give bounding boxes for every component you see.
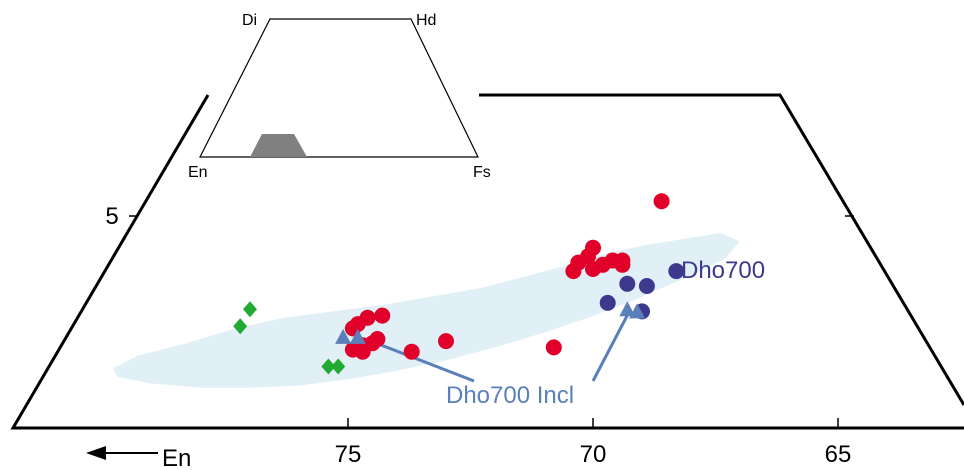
point-dho700-incl [349,328,366,344]
point-dho700 [668,263,685,280]
plot-frame [10,93,964,430]
point-dho700 [599,294,616,311]
incl-leader-right [591,313,630,382]
point-red-circle [545,339,562,356]
point-red-circle [374,307,391,324]
point-red-circle [653,193,670,210]
point-dho700-incl [335,328,352,344]
x-tick-label: 75 [335,441,362,468]
frame-left [10,94,964,430]
point-red-circle [614,256,631,273]
point-dho700-incl [619,301,636,317]
inset-label-fs: Fs [473,164,491,181]
inset-label-en: En [188,164,208,181]
point-red-circle [438,333,454,350]
point-green-diamond [321,358,336,375]
en-direction: En [86,445,191,470]
annotation-dho700-incl: Dho700 Incl [446,382,574,409]
composition-field [112,233,741,388]
incl-leader-left [367,338,475,383]
inset-highlight [250,134,307,157]
arrow-left-icon [86,446,106,460]
x-tick-label: 70 [580,441,607,468]
point-red-circle [354,343,371,360]
inset-outline [199,18,479,158]
y-tick-label: 5 [105,203,118,230]
inset-label-hd: Hd [416,12,436,29]
en-direction-label: En [162,445,191,470]
annotation-leaders [367,313,630,383]
point-green-diamond [233,318,248,335]
point-green-diamond [331,358,346,375]
point-dho700 [619,275,636,292]
point-dho700 [638,278,655,294]
point-red-circle [585,261,601,277]
x-axis: 75 70 65 [335,418,852,468]
point-dho700-incl [629,303,646,319]
x-tick-label: 65 [825,441,852,468]
inset-quadrilateral: Di Hd En Fs [188,12,491,181]
inset-label-di: Di [242,12,257,29]
annotation-dho700: Dho700 [681,257,765,284]
data-marks [233,193,685,375]
y-axis: 5 [105,203,854,230]
frame-right [479,93,964,406]
point-green-diamond [243,301,257,318]
point-red-circle [565,263,582,280]
point-red-circle [403,343,420,360]
